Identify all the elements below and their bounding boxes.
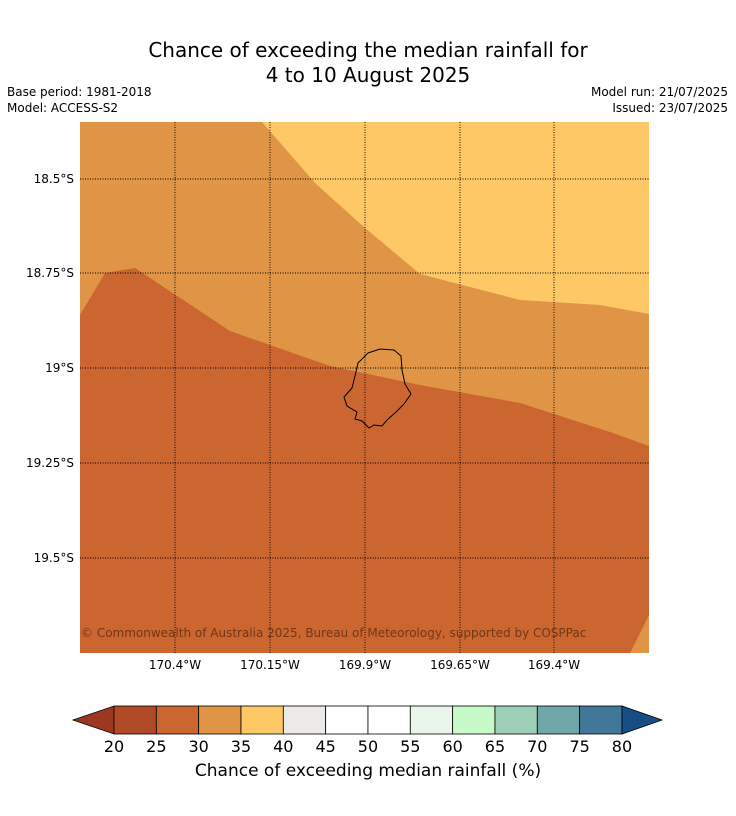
colorbar-segment [198,705,242,735]
longitude-labels: 170.4°W 170.15°W 169.9°W 169.65°W 169.4°W [149,658,580,672]
colorbar-label: Chance of exceeding median rainfall (%) [194,761,542,781]
region-35-40 [262,122,649,314]
lon-label: 170.4°W [149,658,201,672]
colorbar-tick-label: 30 [188,737,208,756]
meta-left: Base period: 1981-2018 Model: ACCESS-S2 [7,84,152,116]
model-run: Model run: 21/07/2025 [590,85,728,99]
colorbar-tick-label: 45 [315,737,335,756]
lat-label: 19.5°S [34,551,74,565]
colorbar-tick-label: 50 [358,737,378,756]
colorbar-segment [409,705,454,735]
colorbar-segment [282,705,327,735]
colorbar [71,705,664,735]
lat-label: 18.75°S [26,266,74,280]
colorbar-segment [113,705,157,735]
base-period: Base period: 1981-2018 [7,85,152,99]
colorbar-tick-label: 65 [485,737,505,756]
colorbar-segment [155,705,200,735]
lat-label: 19°S [45,361,74,375]
meta-right: Model run: 21/07/2025 Issued: 23/07/2025 [591,84,728,116]
colorbar-segment [579,705,623,735]
colorbar-tick-label: 25 [146,737,166,756]
colorbar-tick-label: 75 [569,737,589,756]
model-name: Model: ACCESS-S2 [7,101,119,115]
colorbar-tick-label: 20 [104,737,124,756]
colorbar-segment [452,705,496,735]
lon-label: 170.15°W [240,658,300,672]
colorbar-tick-label: 35 [231,737,251,756]
copyright-text: © Commonwealth of Australia 2025, Bureau… [81,626,586,640]
island-outline [343,348,412,429]
colorbar-segment [494,705,538,735]
lon-label: 169.65°W [430,658,490,672]
colorbar-over-arrow [621,705,664,735]
colorbar-segment [536,705,581,735]
colorbar-tick-label: 70 [527,737,547,756]
colorbar-ticks: 20 25 30 35 40 45 50 55 60 65 70 75 80 [104,737,632,756]
region-30-35-corner [630,615,649,653]
lon-label: 169.9°W [339,658,391,672]
colorbar-segment [240,705,284,735]
colorbar-under-arrow [71,705,115,735]
gridlines [80,122,649,653]
colorbar-tick-label: 40 [273,737,293,756]
lon-label: 169.4°W [528,658,580,672]
colorbar-tick-label: 60 [442,737,462,756]
issued-date: Issued: 23/07/2025 [612,101,728,115]
colorbar-segment [367,705,411,735]
lat-label: 19.25°S [26,456,74,470]
colorbar-tick-label: 80 [612,737,632,756]
title-line-2: 4 to 10 August 2025 [265,63,471,87]
title-line-1: Chance of exceeding the median rainfall … [148,38,588,62]
chart-title: Chance of exceeding the median rainfall … [0,38,736,88]
map-area: © Commonwealth of Australia 2025, Bureau… [80,122,649,653]
colorbar-tick-label: 55 [400,737,420,756]
lat-label: 18.5°S [34,172,74,186]
latitude-labels: 18.5°S 18.75°S 19°S 19.25°S 19.5°S [26,172,74,565]
colorbar-segment [325,705,369,735]
